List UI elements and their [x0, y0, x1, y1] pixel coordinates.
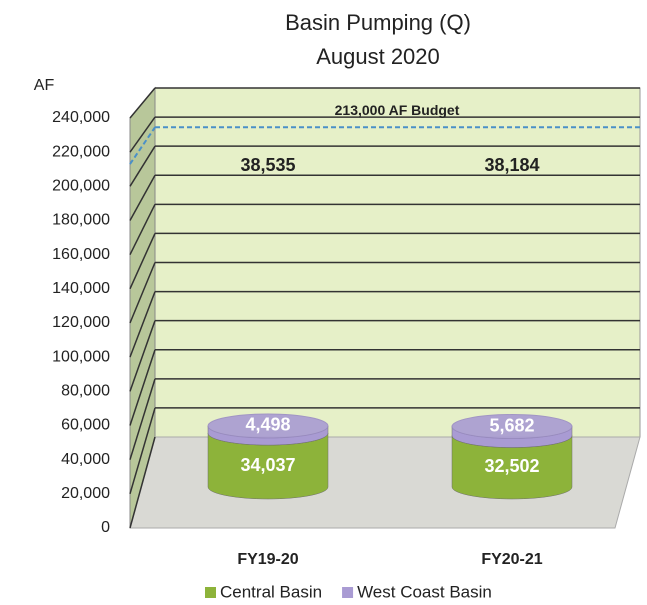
y-tick-label: 120,000 — [52, 314, 110, 331]
x-tick-label: FY20-21 — [481, 551, 542, 568]
y-tick-label: 80,000 — [61, 383, 110, 400]
y-tick-label: 200,000 — [52, 178, 110, 195]
y-tick-label: 240,000 — [52, 109, 110, 126]
grid-line — [129, 233, 156, 290]
legend-swatch — [342, 587, 354, 598]
budget-label: 213,000 AF Budget — [335, 102, 460, 118]
value-label: 5,682 — [489, 415, 534, 435]
total-label: 38,535 — [240, 155, 295, 175]
grid-line — [129, 349, 156, 426]
chart-title: Basin Pumping (Q) — [285, 10, 471, 35]
grid-line — [129, 87, 156, 119]
y-tick-label: 20,000 — [61, 485, 110, 502]
y-axis-label: AF — [34, 77, 55, 94]
chart-subtitle: August 2020 — [316, 44, 440, 69]
grid-line — [129, 116, 156, 153]
legend-label: Central Basin — [220, 582, 322, 601]
y-tick-label: 160,000 — [52, 246, 110, 263]
y-tick-label: 220,000 — [52, 143, 110, 160]
grid-line — [129, 262, 156, 324]
grid-line — [129, 174, 156, 221]
y-tick-label: 180,000 — [52, 212, 110, 229]
cylinder-top — [207, 413, 329, 439]
grid-line — [129, 320, 156, 392]
x-tick-label: FY19-20 — [237, 551, 298, 568]
grid-line — [129, 407, 156, 495]
cylinder-top — [451, 414, 573, 440]
y-tick-label: 100,000 — [52, 348, 110, 365]
grid-line — [129, 145, 156, 187]
value-label: 32,502 — [484, 456, 539, 476]
y-tick-label: 140,000 — [52, 280, 110, 297]
y-tick-label: 60,000 — [61, 417, 110, 434]
y-tick-label: 40,000 — [61, 451, 110, 468]
value-label: 34,037 — [240, 455, 295, 475]
legend-swatch — [205, 587, 216, 598]
y-tick-label: 0 — [101, 519, 110, 536]
value-label: 4,498 — [245, 415, 290, 435]
grid-line — [129, 436, 156, 529]
grid-line — [129, 291, 156, 358]
total-label: 38,184 — [484, 155, 539, 175]
legend-label: West Coast Basin — [357, 582, 492, 601]
grid-line — [129, 203, 156, 256]
grid-line — [129, 378, 156, 460]
